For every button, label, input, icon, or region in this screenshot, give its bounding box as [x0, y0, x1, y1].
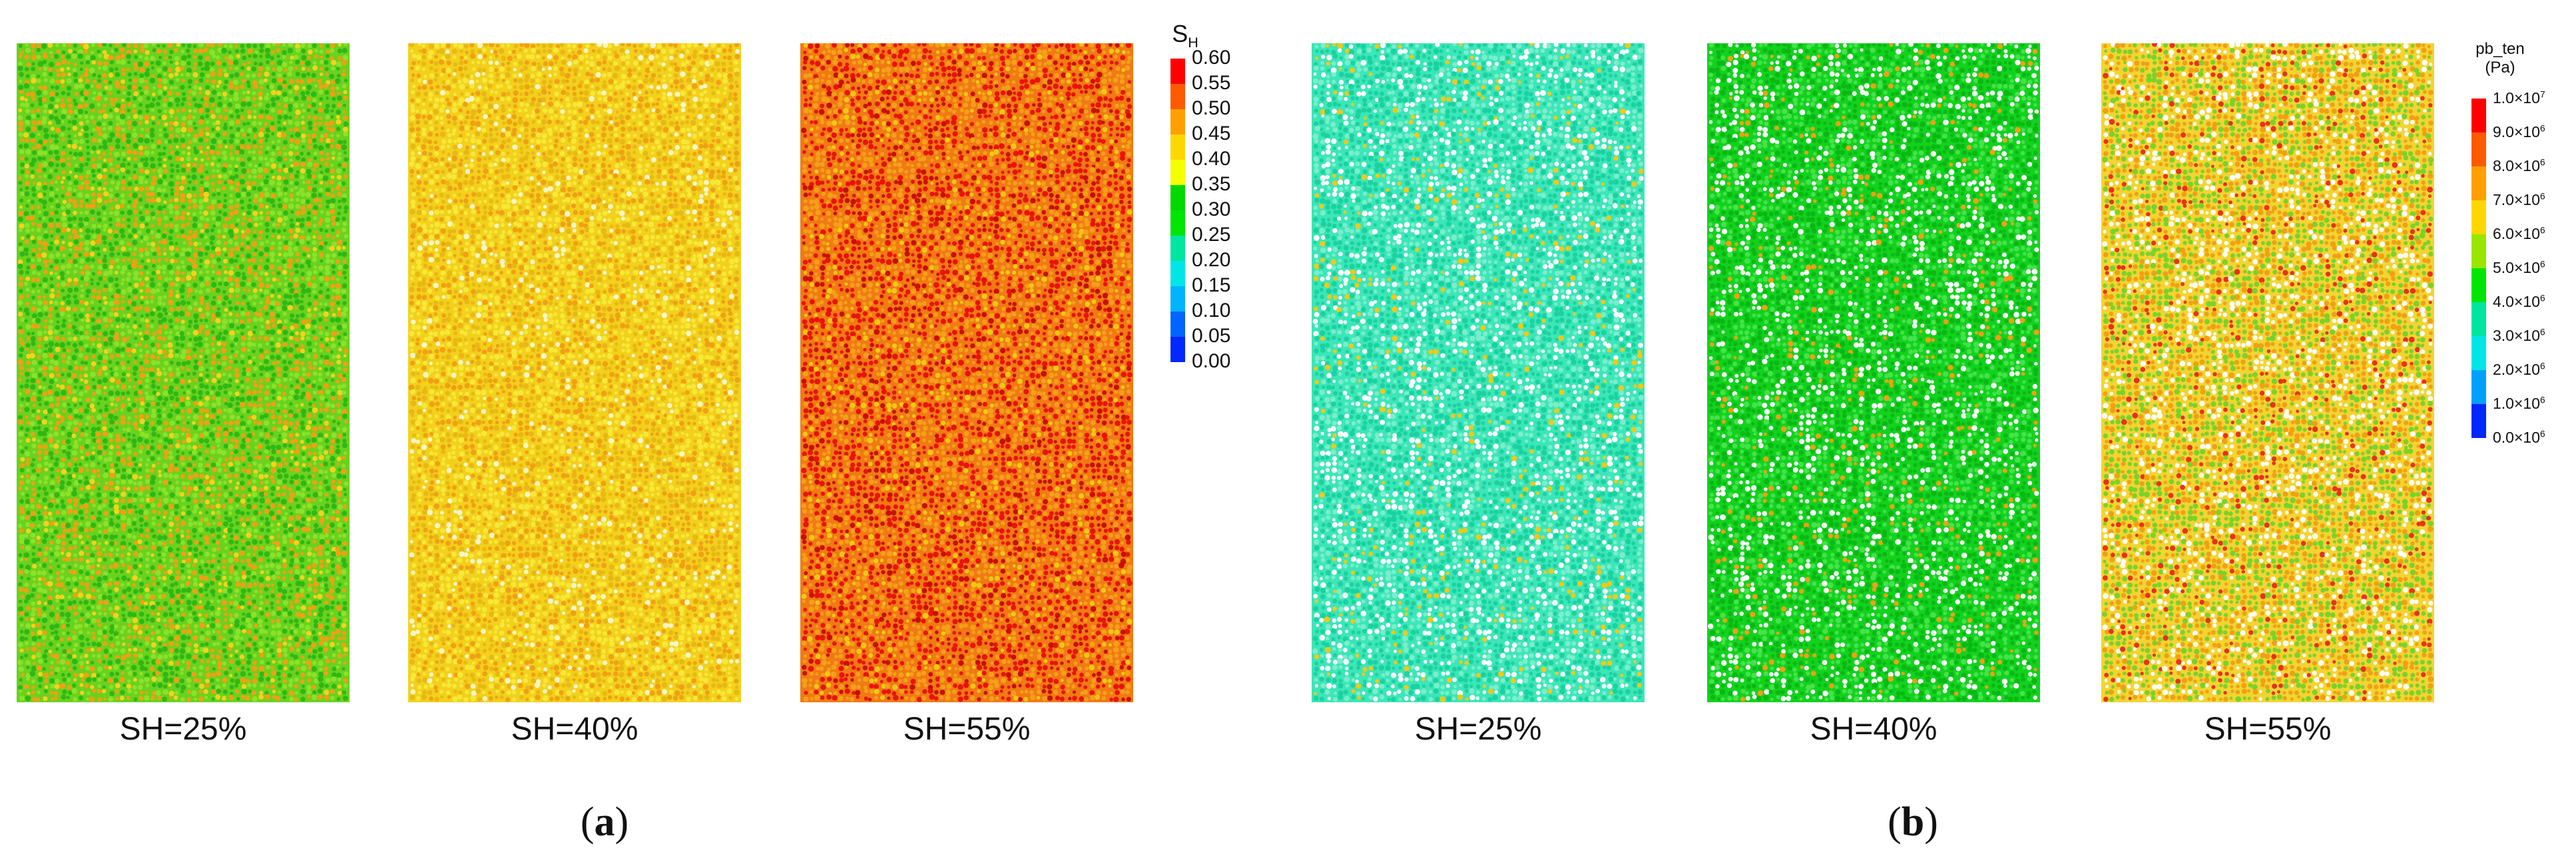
- colorbar-sh-title: SH: [1159, 20, 1212, 51]
- colorbar-swatch: [1170, 337, 1185, 362]
- particle-texture: [800, 43, 1133, 702]
- particle-map-b-sh25: [1312, 43, 1645, 702]
- caption-a-sh55: SH=55%: [800, 711, 1133, 748]
- colorbar-swatch: [1170, 312, 1185, 337]
- colorbar-tick-label: 0.45: [1192, 122, 1230, 145]
- colorbar-tick-label: 0.30: [1192, 198, 1230, 221]
- particle-texture: [408, 43, 741, 702]
- colorbar-tick-label: 0.05: [1192, 325, 1230, 347]
- caption-a-sh40: SH=40%: [408, 711, 741, 748]
- colorbar-swatch: [1170, 59, 1185, 84]
- colorbar-swatch: [1170, 185, 1185, 210]
- particle-texture: [1707, 43, 2039, 702]
- particle-texture: [2101, 43, 2434, 702]
- subfigure-label-b: (b): [1846, 799, 1979, 846]
- subfigure-label-a: (a): [538, 799, 671, 846]
- colorbar-swatch: [1170, 84, 1185, 109]
- colorbar-swatch: [2471, 404, 2486, 438]
- colorbar-tick-label: 7.0×106: [2493, 191, 2545, 209]
- particle-texture: [17, 43, 349, 702]
- particle-map-b-sh40: [1707, 43, 2040, 702]
- colorbar-tick-label: 1.0×106: [2493, 395, 2545, 413]
- colorbar-tick-label: 0.40: [1192, 148, 1230, 170]
- particle-map-a-sh25: [17, 43, 350, 702]
- colorbar-tick-label: 0.60: [1192, 47, 1230, 69]
- colorbar-swatch: [1170, 160, 1185, 185]
- colorbar-swatch: [1170, 286, 1185, 312]
- caption-a-sh25: SH=25%: [17, 711, 350, 748]
- colorbar-tick-label: 0.00: [1192, 350, 1230, 373]
- colorbar-tick-label: 3.0×106: [2493, 327, 2545, 345]
- colorbar-tick-label: 0.15: [1192, 274, 1230, 297]
- colorbar-swatch: [1170, 210, 1185, 236]
- colorbar-sh: SH 0.60 0.55 0.50 0.45 0.40 0.35 0.30 0.25 0.20 0…: [1159, 20, 1252, 419]
- colorbar-pb-ten: pb_ten (Pa) 1.0×107 9.0×106 8.0×106 7.0×106 6…: [2463, 40, 2570, 446]
- colorbar-tick-label: 0.35: [1192, 173, 1230, 196]
- colorbar-swatch: [2471, 370, 2486, 404]
- colorbar-swatch: [2471, 268, 2486, 302]
- colorbar-swatch: [1170, 134, 1185, 160]
- colorbar-tick-label: 0.55: [1192, 72, 1230, 95]
- colorbar-swatch: [2471, 234, 2486, 268]
- particle-texture: [1312, 43, 1645, 702]
- colorbar-swatch: [2471, 200, 2486, 234]
- colorbar-tick-label: 9.0×106: [2493, 123, 2545, 141]
- colorbar-pb-ten-title: pb_ten (Pa): [2463, 40, 2537, 77]
- colorbar-tick-label: 0.50: [1192, 97, 1230, 120]
- colorbar-swatch: [1170, 261, 1185, 286]
- caption-b-sh40: SH=40%: [1707, 711, 2040, 748]
- colorbar-swatch: [2471, 166, 2486, 200]
- colorbar-tick-label: 5.0×106: [2493, 259, 2545, 277]
- colorbar-swatch: [2471, 336, 2486, 370]
- colorbar-tick-label: 6.0×106: [2493, 225, 2545, 243]
- colorbar-swatch: [2471, 99, 2486, 132]
- colorbar-tick-label: 2.0×106: [2493, 361, 2545, 379]
- colorbar-tick-label: 0.25: [1192, 224, 1230, 246]
- colorbar-tick-label: 0.10: [1192, 300, 1230, 322]
- colorbar-swatch: [1170, 236, 1185, 261]
- particle-map-a-sh55: [800, 43, 1133, 702]
- caption-b-sh25: SH=25%: [1312, 711, 1645, 748]
- particle-map-b-sh55: [2101, 43, 2434, 702]
- colorbar-tick-label: 0.0×106: [2493, 429, 2545, 447]
- colorbar-swatch: [2471, 302, 2486, 336]
- colorbar-tick-label: 4.0×106: [2493, 293, 2545, 311]
- colorbar-swatch: [2471, 132, 2486, 166]
- particle-map-a-sh40: [408, 43, 741, 702]
- colorbar-tick-label: 8.0×106: [2493, 157, 2545, 175]
- colorbar-tick-label: 1.0×107: [2493, 89, 2545, 107]
- caption-b-sh55: SH=55%: [2101, 711, 2434, 748]
- colorbar-swatch: [1170, 109, 1185, 134]
- colorbar-tick-label: 0.20: [1192, 249, 1230, 272]
